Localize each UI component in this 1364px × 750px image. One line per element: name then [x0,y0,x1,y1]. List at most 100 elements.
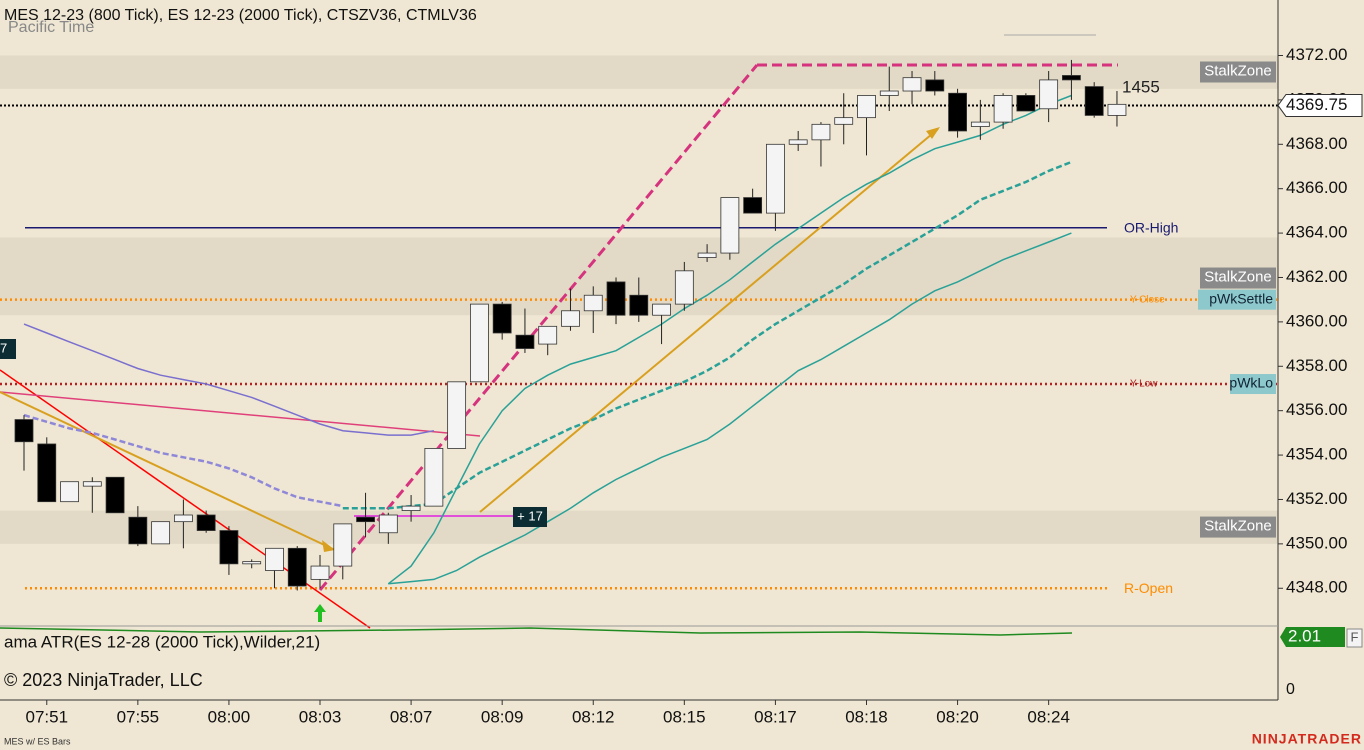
indicator-line [0,627,1073,636]
y-tick-label: 4368.00 [1286,134,1347,153]
level-label: Y-Close [1130,294,1165,305]
candle-body [310,565,330,580]
x-tick-label: 08:03 [299,707,342,726]
candle-body [834,117,854,125]
indicator-value-box [1280,627,1345,647]
y-tick-label: 4362.00 [1286,267,1347,286]
zone-label: StalkZone [1204,268,1272,285]
candle-body [424,448,444,507]
level-label: OR-High [1124,219,1178,235]
x-tick-label: 08:07 [390,707,433,726]
candle-body [401,505,421,511]
candle-body [82,481,102,487]
moving-average [342,160,1072,510]
candle-body [902,77,922,92]
candle-body [697,252,717,258]
y-tick-label: 4366.00 [1286,178,1347,197]
level-tag-box [1230,374,1276,395]
candle-body [151,521,171,545]
moving-average [388,232,1072,585]
candle-body [811,123,831,141]
candle-body [14,419,34,443]
zone-label-box [1200,516,1276,538]
x-tick-label: 08:20 [936,707,979,726]
y-tick-label: 4350.00 [1286,533,1347,552]
candle-body [378,514,398,534]
candle-body [948,92,967,132]
arrow-head [926,127,940,139]
candle-body [720,197,740,254]
zone-label-box [1200,61,1276,83]
zone [0,55,1278,89]
candle-body [515,334,535,349]
y-tick-label: 4352.00 [1286,489,1347,508]
candle-body [287,547,307,587]
panel-button[interactable] [1346,628,1363,648]
candle-body [629,294,649,316]
y-tick-label: 4356.00 [1286,400,1347,419]
indicator-label: ama ATR(ES 12-28 (2000 Tick),Wilder,21) [4,632,320,651]
candle-body [993,95,1013,123]
candle-body [356,516,375,523]
trendline [479,128,939,513]
brand: NINJATRADER [1252,731,1362,747]
candle-body [1107,103,1127,116]
candle-body [1039,79,1059,110]
x-tick-label: 08:00 [208,707,251,726]
trendline [0,369,371,629]
candle-body [766,143,785,214]
candle-body [970,121,990,127]
level-tag: pWkSettle [1209,290,1273,306]
candle-body [37,443,57,503]
candle-body [60,481,79,503]
zone-label-box [1200,267,1276,289]
moving-average [387,94,1072,585]
candle-body [333,523,353,567]
trendline [0,391,336,551]
candle-body [743,197,763,214]
candle-body [925,79,945,92]
candle-body [788,139,808,145]
annotation: + 7 [0,340,7,355]
x-tick-label: 08:24 [1027,707,1070,726]
annotation-box [513,507,547,527]
panel-button-label[interactable]: F [1351,629,1359,644]
annotation: + 17 [517,508,543,523]
y-tick-label: 4354.00 [1286,445,1347,464]
trendline [0,391,481,437]
last-price-label: 4369.75 [1286,95,1347,114]
candle-body [538,325,558,345]
candle-body [879,90,899,96]
candle-body [652,303,671,316]
x-tick-label: 08:12 [572,707,615,726]
candle-body [606,281,626,316]
candle-body [265,547,284,571]
y-tick-label: 4358.00 [1286,356,1347,375]
timezone: Pacific Time [8,19,94,36]
candle-body [242,561,262,565]
last-price-box [1277,93,1363,117]
x-tick-label: 07:51 [25,707,68,726]
candle-body [1084,86,1104,116]
bar-counter: 1455 [1122,77,1160,96]
x-tick-label: 08:17 [754,707,797,726]
level-label: Y-Low [1130,379,1158,390]
candle-body [857,95,876,119]
arrow-head [322,540,335,552]
x-tick-label: 08:18 [845,707,888,726]
trendline [318,64,759,591]
candle-body [219,530,239,565]
candle-body [583,294,603,312]
candle-body [447,381,467,449]
zone-label: StalkZone [1204,62,1272,79]
moving-average [23,413,344,508]
indicator-zero: 0 [1286,681,1295,698]
annotation-box [0,339,16,359]
tab-label[interactable]: MES w/ ES Bars [4,736,71,746]
y-tick-label: 4348.00 [1286,578,1347,597]
moving-average [23,323,435,436]
candle-body [561,310,580,327]
level-label: R-Open [1124,580,1173,596]
